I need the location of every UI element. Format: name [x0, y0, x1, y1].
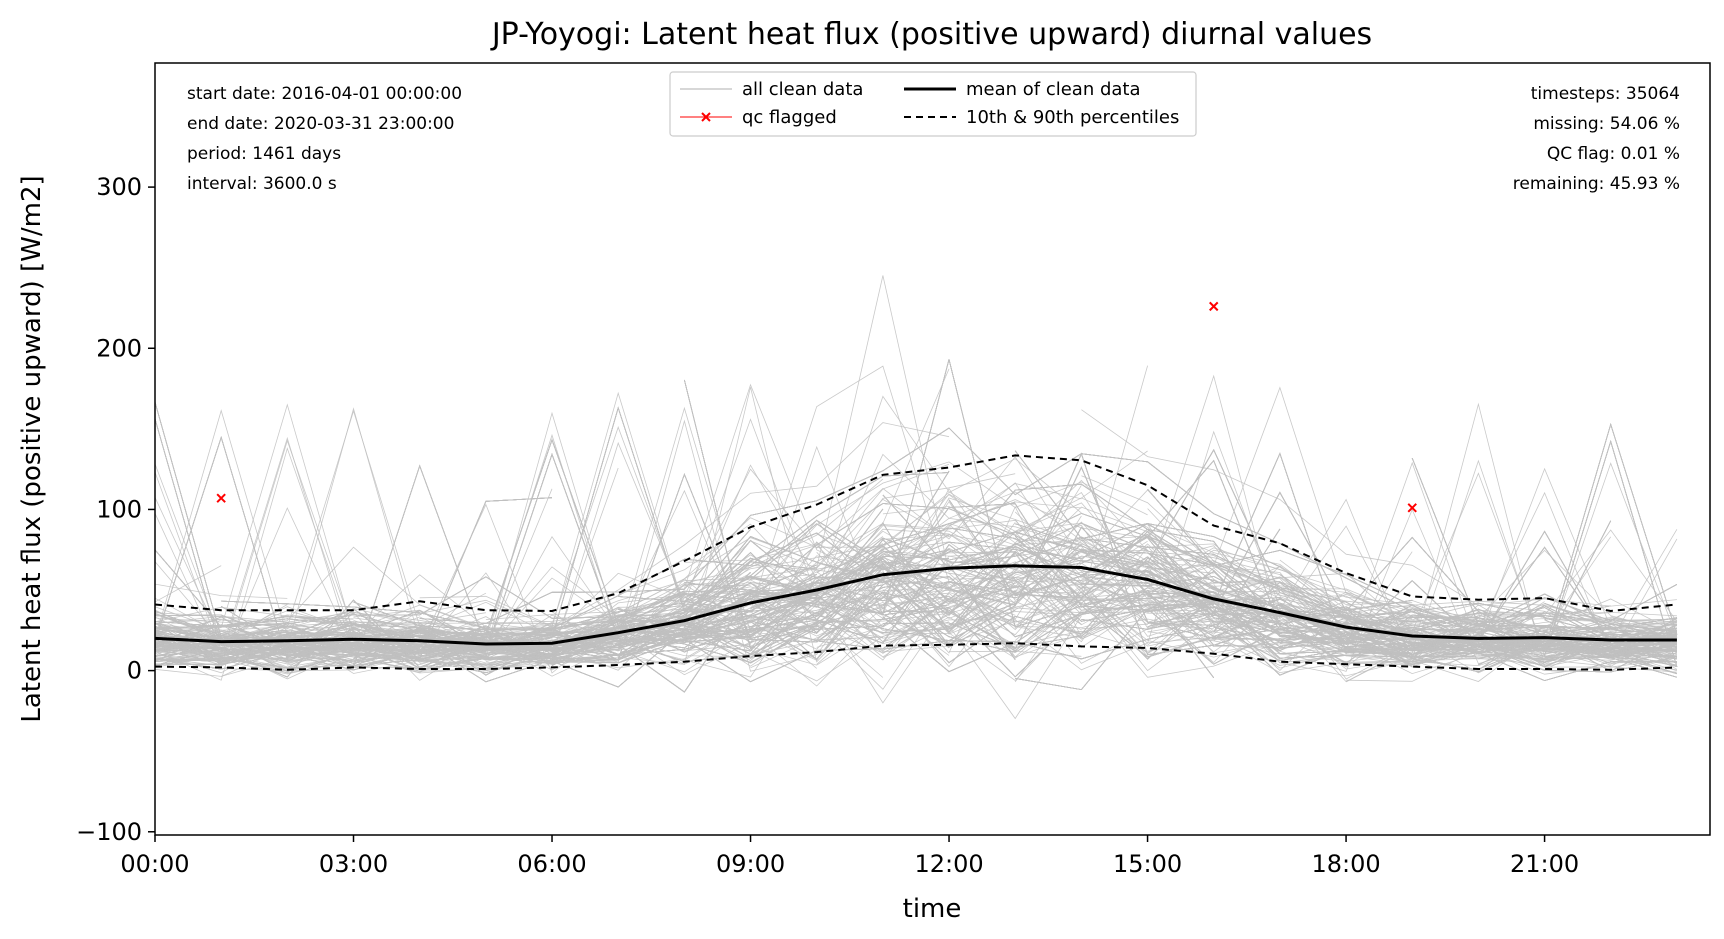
- clean-data-line: [155, 530, 1677, 658]
- percentile-lines: [155, 454, 1677, 671]
- clean-data-line: [221, 472, 1678, 634]
- clean-data-line: [155, 466, 1611, 673]
- clean-data-line: [419, 427, 1611, 624]
- x-tick-label: 12:00: [914, 850, 983, 878]
- mean-line: [155, 564, 1677, 646]
- y-axis-label: Latent heat flux (positive upward) [W/m2…: [17, 175, 47, 722]
- y-tick-label: 0: [127, 657, 142, 685]
- x-tick-label: 00:00: [120, 850, 189, 878]
- info-box-left: start date: 2016-04-01 00:00:00 end date:…: [187, 84, 462, 194]
- clean-data-line: [287, 569, 1677, 662]
- info-left-line: period: 1461 days: [187, 144, 341, 164]
- clean-data-line: [155, 458, 1677, 624]
- clean-data-line: [155, 408, 1611, 659]
- info-left-line: start date: 2016-04-01 00:00:00: [187, 84, 462, 104]
- legend-marker: [701, 112, 711, 122]
- clean-data-line: [155, 368, 1677, 642]
- legend-label: 10th & 90th percentiles: [966, 107, 1179, 128]
- y-tick-label: −100: [76, 818, 142, 846]
- percentile-10-line: [155, 642, 1677, 671]
- clean-data-line: [155, 527, 1677, 665]
- x-axis-label: time: [903, 894, 962, 924]
- legend: all clean data mean of clean data qc flagg…: [669, 71, 1197, 137]
- info-left-line: interval: 3600.0 s: [187, 174, 337, 194]
- info-box-right: timesteps: 35064 missing: 54.06 % QC flag:…: [1513, 84, 1680, 194]
- legend-entry: mean of clean data: [904, 79, 1141, 100]
- legend-label: qc flagged: [742, 107, 837, 128]
- clean-data-line: [155, 457, 1611, 644]
- mean-line-group: [155, 564, 1677, 646]
- qc-flag-markers: [216, 301, 1417, 513]
- clean-data-line: [221, 609, 1677, 670]
- clean-data-line: [155, 408, 1611, 659]
- clean-data-line: [155, 408, 1611, 659]
- legend-label: mean of clean data: [966, 79, 1141, 100]
- x-tick-label: 15:00: [1113, 850, 1182, 878]
- y-tick-label: 300: [96, 173, 142, 201]
- clean-data-lines: [155, 275, 1678, 720]
- info-left-line: end date: 2020-03-31 23:00:00: [187, 114, 454, 134]
- legend-entry: 10th & 90th percentiles: [904, 107, 1179, 128]
- plot-frame: [154, 62, 1711, 836]
- x-tick-label: 18:00: [1311, 850, 1380, 878]
- y-tick-label: 100: [96, 495, 142, 523]
- x-axis-ticks: 00:00 03:00 06:00 09:00 12:00 15:00 18:00 21:00: [120, 835, 1579, 878]
- clean-data-line: [221, 433, 1678, 682]
- clean-data-line: [155, 408, 1611, 659]
- clean-data-line: [155, 551, 1678, 664]
- y-axis-ticks: −100 0 100 200 300: [76, 173, 155, 846]
- percentile-90-line: [155, 454, 1677, 613]
- clean-data-line: [353, 546, 1612, 676]
- clean-data-line: [155, 408, 1611, 659]
- qc-flag-marker: [1407, 503, 1417, 513]
- legend-entry: qc flagged: [680, 107, 837, 128]
- clean-data-line: [155, 408, 1611, 659]
- info-right-line: missing: 54.06 %: [1533, 114, 1680, 134]
- clean-data-line: [155, 440, 1678, 693]
- clean-data-line: [155, 408, 1611, 659]
- x-tick-label: 09:00: [716, 850, 785, 878]
- legend-entry: all clean data: [680, 79, 863, 100]
- chart-title: JP-Yoyogi: Latent heat flux (positive up…: [490, 17, 1372, 52]
- info-right-line: remaining: 45.93 %: [1513, 174, 1680, 194]
- x-tick-label: 21:00: [1510, 850, 1579, 878]
- clean-data-line: [155, 464, 1677, 670]
- legend-label: all clean data: [742, 79, 863, 100]
- clean-data-line: [155, 425, 1678, 633]
- x-tick-label: 03:00: [319, 850, 388, 878]
- clean-data-line: [155, 523, 1677, 662]
- clean-data-line: [155, 408, 1611, 659]
- clean-data-line: [155, 473, 1678, 655]
- info-right-line: timesteps: 35064: [1531, 84, 1680, 104]
- y-tick-label: 200: [96, 334, 142, 362]
- qc-flag-marker: [1209, 301, 1219, 312]
- x-tick-label: 06:00: [517, 850, 586, 878]
- info-right-line: QC flag: 0.01 %: [1547, 144, 1680, 164]
- qc-flag-marker: [216, 493, 226, 503]
- legend-frame: [669, 71, 1197, 137]
